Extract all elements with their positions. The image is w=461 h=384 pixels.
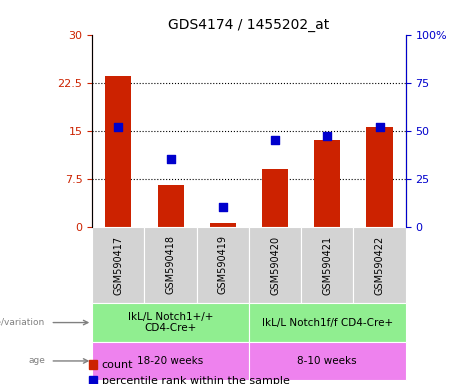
Bar (249, 227, 301, 303)
Title: GDS4174 / 1455202_at: GDS4174 / 1455202_at (168, 18, 330, 32)
Point (219, 204, 226, 210)
Text: age: age (28, 356, 45, 366)
Point (115, 124, 122, 130)
Bar (92, 342, 249, 380)
Bar (105, 76, 131, 227)
Point (324, 133, 331, 139)
Text: 18-20 weeks: 18-20 weeks (137, 356, 204, 366)
Bar (92, 303, 249, 342)
Text: GSM590420: GSM590420 (270, 235, 280, 295)
Bar (197, 227, 249, 303)
Legend: count, percentile rank within the sample: count, percentile rank within the sample (89, 360, 290, 384)
Text: GSM590417: GSM590417 (113, 235, 124, 295)
Point (272, 137, 279, 143)
Text: GSM590418: GSM590418 (165, 235, 176, 295)
Bar (249, 303, 406, 342)
Text: GSM590419: GSM590419 (218, 235, 228, 295)
Bar (92, 227, 144, 303)
Text: 8-10 weeks: 8-10 weeks (297, 356, 357, 366)
Bar (144, 227, 197, 303)
Bar (249, 342, 406, 380)
Bar (366, 127, 393, 227)
Text: IkL/L Notch1+/+
CD4-Cre+: IkL/L Notch1+/+ CD4-Cre+ (128, 312, 213, 333)
Bar (210, 223, 236, 227)
Text: genotype/variation: genotype/variation (0, 318, 45, 327)
Text: GSM590421: GSM590421 (322, 235, 332, 295)
Bar (354, 227, 406, 303)
Bar (262, 169, 288, 227)
Bar (314, 140, 340, 227)
Text: GSM590422: GSM590422 (374, 235, 384, 295)
Bar (301, 227, 354, 303)
Text: IkL/L Notch1f/f CD4-Cre+: IkL/L Notch1f/f CD4-Cre+ (262, 318, 393, 328)
Bar (158, 185, 183, 227)
Point (376, 124, 383, 130)
Point (167, 156, 174, 162)
